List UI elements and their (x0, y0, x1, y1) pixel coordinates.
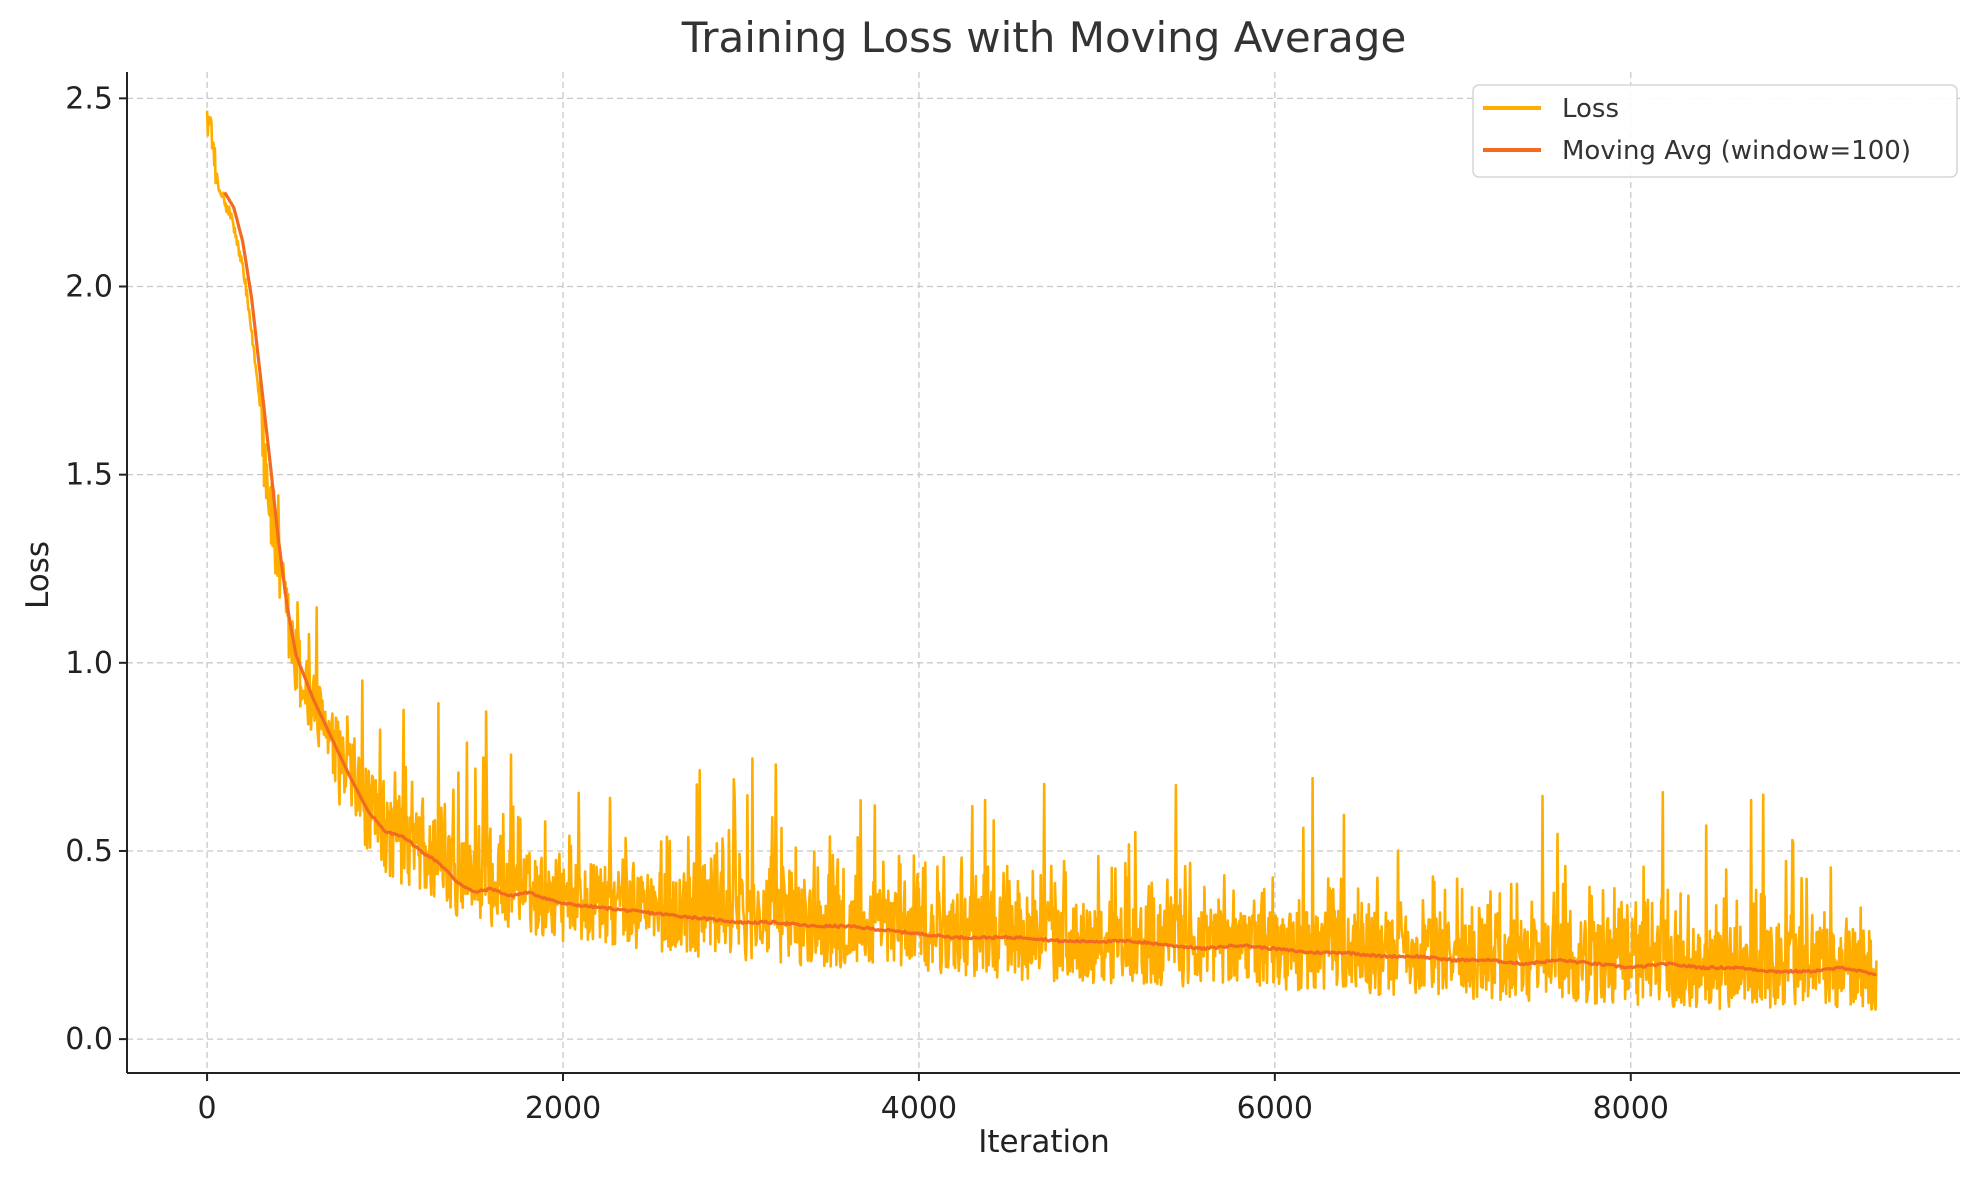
tick-labels: 0 2000 4000 6000 8000 0.0 0.5 1.0 1.5 2.0 2.5 (65, 81, 1669, 1126)
series-line-moving-avg (223, 191, 1877, 977)
legend-label-loss: Loss (1562, 94, 1619, 124)
y-tick-label: 0.5 (65, 834, 113, 869)
y-tick-label: 2.0 (65, 270, 113, 305)
y-tick-label: 0.0 (65, 1022, 113, 1057)
legend: Loss Moving Avg (window=100) (1472, 84, 1958, 178)
x-tick-label: 0 (198, 1091, 217, 1126)
x-tick-label: 2000 (525, 1091, 601, 1126)
chart-title: Training Loss with Moving Average (681, 13, 1407, 62)
x-tick-label: 6000 (1237, 1091, 1313, 1126)
x-tick-label: 8000 (1593, 1091, 1669, 1126)
x-tick-label: 4000 (881, 1091, 957, 1126)
y-tick-label: 1.0 (65, 646, 113, 681)
x-axis-label: Iteration (978, 1124, 1110, 1160)
legend-box (1472, 84, 1958, 178)
y-tick-label: 2.5 (65, 81, 113, 116)
y-tick-label: 1.5 (65, 458, 113, 493)
axes (126, 72, 1960, 1074)
legend-label-moving-avg: Moving Avg (window=100) (1562, 136, 1911, 166)
series-layer (205, 110, 1878, 1011)
y-axis-label: Loss (20, 541, 56, 609)
series-line-loss (205, 110, 1878, 1011)
